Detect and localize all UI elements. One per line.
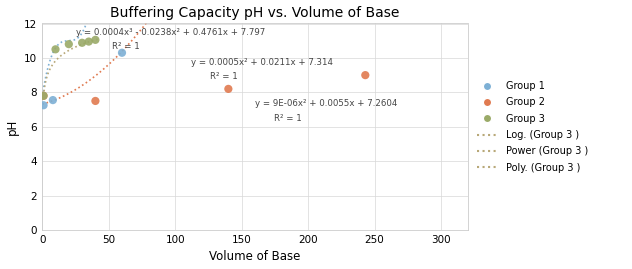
Text: y = 9E-06x² + 0.0055x + 7.2604: y = 9E-06x² + 0.0055x + 7.2604 [255, 99, 398, 108]
Point [48, 98, 58, 102]
X-axis label: Volume of Base: Volume of Base [209, 250, 301, 263]
Point [77, 41, 87, 45]
Text: R² = 1: R² = 1 [112, 42, 140, 51]
Title: Buffering Capacity pH vs. Volume of Base: Buffering Capacity pH vs. Volume of Base [110, 6, 399, 20]
Point [64, 42, 74, 46]
Y-axis label: pH: pH [6, 119, 18, 135]
Text: y = 0.0005x² + 0.0211x + 7.314: y = 0.0005x² + 0.0211x + 7.314 [191, 58, 333, 67]
Point [223, 87, 233, 91]
Text: R² = 1: R² = 1 [274, 114, 302, 123]
Point [90, 38, 100, 42]
Point [83, 40, 94, 44]
Point [360, 73, 370, 77]
Text: y = 0.0004x³ - 0.0238x² + 0.4761x + 7.797: y = 0.0004x³ - 0.0238x² + 0.4761x + 7.79… [76, 28, 265, 37]
Legend: Group 1, Group 2, Group 3, Log. (Group 3 ), Power (Group 3 ), Poly. (Group 3 ): Group 1, Group 2, Group 3, Log. (Group 3… [477, 81, 588, 172]
Point [117, 51, 127, 55]
Point [51, 47, 61, 51]
Point [39, 94, 49, 98]
Point [39, 94, 49, 98]
Text: R² = 1: R² = 1 [210, 72, 238, 81]
Point [39, 103, 49, 107]
Point [90, 99, 100, 103]
